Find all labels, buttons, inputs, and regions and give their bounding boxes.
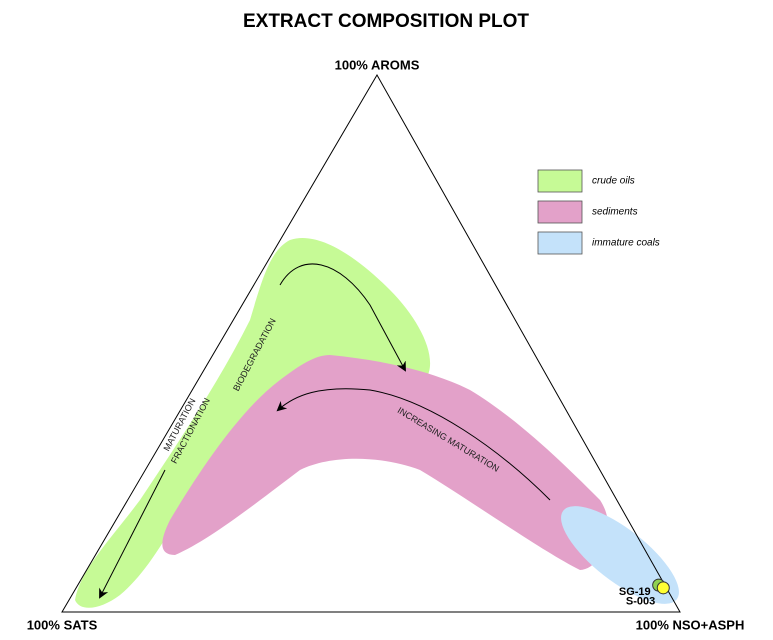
triangle [61,73,681,613]
vertex-label: 100% NSO+ASPH [636,617,745,632]
sediment-field [162,355,609,570]
sample-point [656,581,670,595]
immature-coal-field [561,506,679,604]
crude-oil-field [75,238,431,608]
sample-label: SG-19 [619,586,651,598]
legend-swatch [537,169,583,193]
legend-label: immature coals [592,238,660,249]
legend-label: crude oils [592,176,635,187]
sample-label: S-003 [626,596,655,608]
arrow [276,388,551,501]
vertex-label: 100% SATS [27,617,98,632]
vertex-label: 100% AROMS [335,57,420,72]
legend-swatch [537,200,583,224]
legend-swatch [537,231,583,255]
arrow [279,263,406,372]
legend-label: sediments [592,207,638,218]
chart-title: EXTRACT COMPOSITION PLOT [243,11,529,32]
arrow [99,469,166,599]
